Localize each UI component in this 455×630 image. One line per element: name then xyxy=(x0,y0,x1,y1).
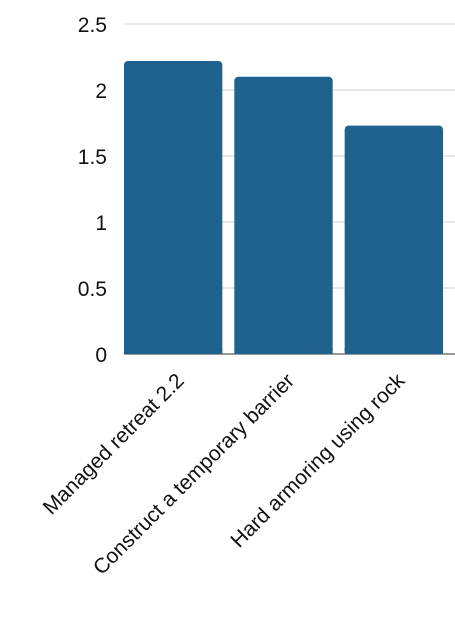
y-tick-label: 2.5 xyxy=(78,14,107,37)
y-tick-label: 0 xyxy=(95,344,107,367)
bar-base xyxy=(344,348,443,354)
bar-base xyxy=(124,348,223,354)
bar xyxy=(234,76,333,355)
bar xyxy=(124,60,223,355)
y-tick-label: 0.5 xyxy=(78,278,107,301)
y-axis-ticks: 0 0.5 1 1.5 2 2.5 xyxy=(78,14,107,367)
y-tick-label: 1 xyxy=(95,212,107,235)
y-tick-label: 2 xyxy=(95,80,107,103)
y-tick-label: 1.5 xyxy=(78,146,107,169)
bar-base xyxy=(234,348,333,354)
bar xyxy=(344,125,443,354)
x-category-label: Construct a temporary barrier xyxy=(89,369,299,579)
bars xyxy=(124,60,443,355)
x-category-label: Hard armoring using rock xyxy=(226,369,409,552)
